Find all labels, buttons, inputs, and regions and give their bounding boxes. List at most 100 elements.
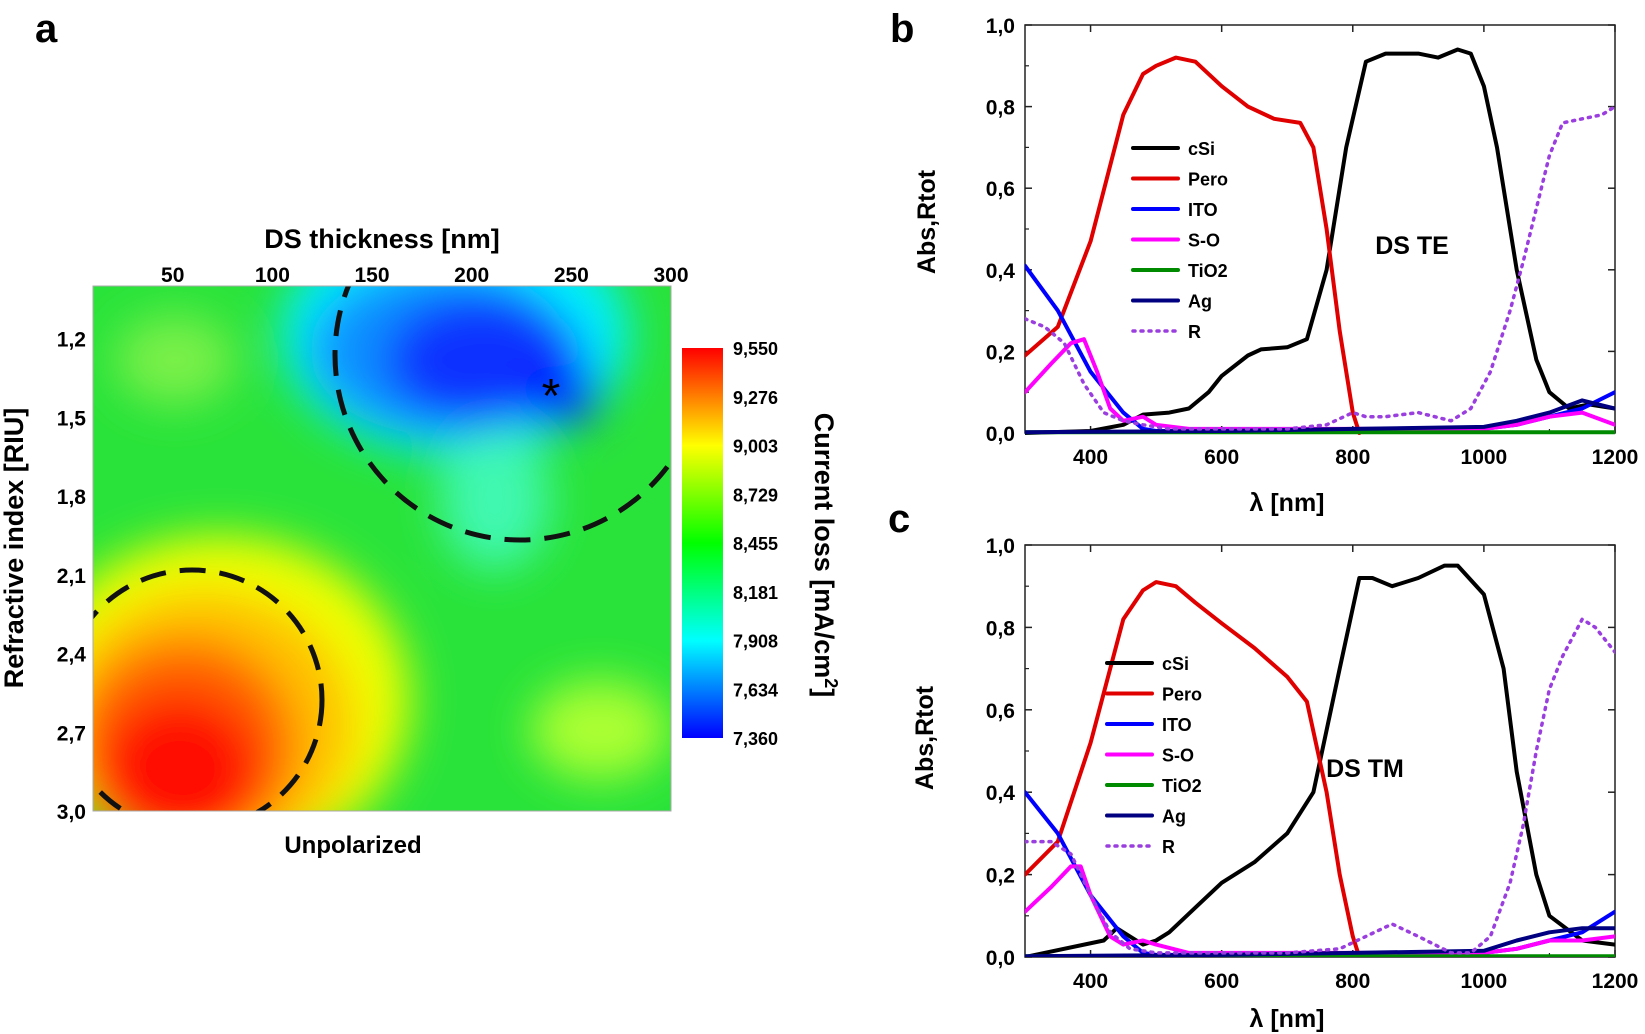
heatmap-y-axis-title: Refractive index [RIU]	[0, 408, 29, 689]
b-series-pero-line	[1025, 55, 1362, 435]
c-legend-label: S-O	[1162, 746, 1194, 766]
c-y-tick-label: 0,8	[986, 617, 1016, 640]
panel-c-x-axis-title: λ [nm]	[1250, 1005, 1325, 1033]
b-series-ag-line	[1025, 398, 1615, 435]
c-x-tick-label: 600	[1204, 970, 1239, 993]
c-y-tick-label: 0,6	[986, 700, 1015, 723]
heatmap-y-tick-label: 2,7	[57, 722, 86, 745]
panel-c: c 400 600 800 1000 1200 0,0 0,2 0,4 0,6 0,8 1,0 cS…	[888, 497, 1638, 1033]
b-y-tick-label: 0,4	[986, 260, 1016, 283]
c-legend-label: R	[1162, 837, 1175, 857]
panel-b-letter: b	[890, 7, 914, 51]
heatmap-frame	[92, 285, 672, 812]
b-legend-label: R	[1188, 322, 1201, 342]
c-series-csi-line	[1025, 563, 1615, 957]
heatmap-y-tick-label: 1,8	[57, 486, 87, 509]
c-series-ag-line	[1025, 926, 1615, 957]
heatmap-y-tick-label: 1,2	[57, 329, 86, 352]
heatmap-x-tick-label: 100	[255, 264, 290, 287]
c-legend-label: Pero	[1162, 685, 1202, 705]
colorbar-tick-label: 7,908	[733, 632, 778, 652]
b-legend-label: Ag	[1188, 292, 1212, 312]
heatmap-field	[93, 286, 671, 811]
c-x-tick-label: 400	[1073, 970, 1108, 993]
panel-c-axes: 400 600 800 1000 1200 0,0 0,2 0,4 0,6 0,8 1,0	[986, 535, 1639, 993]
panel-c-annotation: DS TM	[1326, 755, 1404, 783]
b-x-tick-label: 1000	[1461, 446, 1508, 469]
c-series-pero-line	[1025, 580, 1362, 957]
colorbar-title: Current loss [mA/cm2]	[809, 413, 841, 698]
heatmap-y-tick-label: 1,5	[57, 407, 87, 430]
colorbar-tick-label: 9,003	[733, 437, 778, 457]
heatmap-x-ticks: 50 100 150 200 250 300	[161, 264, 688, 287]
b-y-tick-label: 0,2	[986, 341, 1015, 364]
panel-c-y-axis-title: Abs,Rtot	[911, 685, 939, 790]
c-x-tick-label: 1000	[1461, 970, 1508, 993]
heatmap-x-tick-label: 200	[454, 264, 489, 287]
b-plot-frame	[1024, 24, 1616, 434]
colorbar-tick-label: 9,550	[733, 339, 778, 359]
colorbar-tick-label: 9,276	[733, 388, 778, 408]
panel-b-axes: 400 600 800 1000 1200 0,0 0,2 0,4 0,6 0,8 1,0	[986, 15, 1639, 469]
heatmap-y-tick-label: 2,4	[57, 644, 87, 667]
b-series-s-o-line	[1025, 337, 1615, 431]
c-x-tick-label: 800	[1335, 970, 1370, 993]
b-x-tick-label: 600	[1204, 446, 1239, 469]
heatmap-y-tick-label: 2,1	[57, 565, 87, 588]
heatmap-x-tick-label: 50	[161, 264, 184, 287]
c-y-tick-label: 0,2	[986, 865, 1015, 888]
panel-b-y-axis-title: Abs,Rtot	[913, 169, 941, 274]
panel-b-series	[1025, 47, 1615, 435]
b-legend-label: TiO2	[1188, 261, 1228, 281]
colorbar-tick-label: 8,181	[733, 583, 778, 603]
c-plot-frame	[1024, 544, 1616, 958]
b-y-tick-label: 0,8	[986, 97, 1016, 120]
b-series-csi-line	[1025, 47, 1615, 435]
colorbar-ticks: 9,550 9,276 9,003 8,729 8,455 8,181 7,908 7,634…	[733, 339, 778, 749]
heatmap-caption: Unpolarized	[284, 832, 421, 859]
colorbar	[682, 348, 723, 738]
colorbar-tick-label: 7,634	[733, 680, 778, 700]
colorbar-tick-label: 8,729	[733, 485, 778, 505]
b-y-tick-label: 0,6	[986, 178, 1015, 201]
panel-c-letter: c	[888, 497, 910, 541]
b-legend-label: ITO	[1188, 200, 1218, 220]
c-series-r-line	[1025, 617, 1615, 955]
low-loss-contour	[332, 286, 671, 543]
c-y-tick-label: 1,0	[986, 535, 1015, 558]
b-y-tick-label: 0,0	[986, 423, 1015, 446]
c-legend-label: Ag	[1162, 807, 1186, 827]
b-y-tick-label: 1,0	[986, 15, 1015, 38]
panel-b-x-axis-title: λ [nm]	[1250, 489, 1325, 517]
panel-b-legend: cSi Pero ITO S-O TiO2 Ag R	[1131, 139, 1228, 342]
optimum-marker: *	[542, 370, 561, 423]
panel-c-legend: cSi Pero ITO S-O TiO2 Ag R	[1105, 654, 1202, 857]
c-x-tick-label: 1200	[1592, 970, 1639, 993]
c-y-tick-label: 0,4	[986, 782, 1016, 805]
heatmap-x-tick-label: 300	[653, 264, 688, 287]
c-legend-label: cSi	[1162, 654, 1189, 674]
heatmap-x-axis-title: DS thickness [nm]	[264, 224, 500, 254]
panel-a: a DS thickness [nm] 50 100 150 200 250 300 Re…	[0, 7, 841, 859]
heatmap-x-tick-label: 250	[554, 264, 589, 287]
b-legend-label: S-O	[1188, 231, 1220, 251]
b-series-r-line	[1025, 104, 1615, 431]
colorbar-tick-label: 8,455	[733, 534, 778, 554]
heatmap-x-tick-label: 150	[355, 264, 390, 287]
c-legend-label: ITO	[1162, 715, 1192, 735]
panel-c-series	[1025, 563, 1615, 957]
colorbar-tick-label: 7,360	[733, 729, 778, 749]
b-x-tick-label: 1200	[1592, 446, 1639, 469]
panel-b-annotation: DS TE	[1375, 232, 1449, 260]
heatmap-y-tick-label: 3,0	[57, 801, 86, 824]
c-legend-label: TiO2	[1162, 776, 1202, 796]
panel-a-letter: a	[35, 7, 58, 51]
panel-b: b 400 600 800 1000 1200 0,0 0,2 0,4 0,6 0,8 1,0 cS…	[890, 7, 1638, 517]
c-y-tick-label: 0,0	[986, 947, 1015, 970]
b-x-tick-label: 800	[1335, 446, 1370, 469]
high-loss-contour	[93, 567, 325, 811]
heatmap-y-ticks: 1,2 1,5 1,8 2,1 2,4 2,7 3,0	[57, 329, 87, 825]
b-x-tick-label: 400	[1073, 446, 1108, 469]
b-legend-label: Pero	[1188, 170, 1228, 190]
